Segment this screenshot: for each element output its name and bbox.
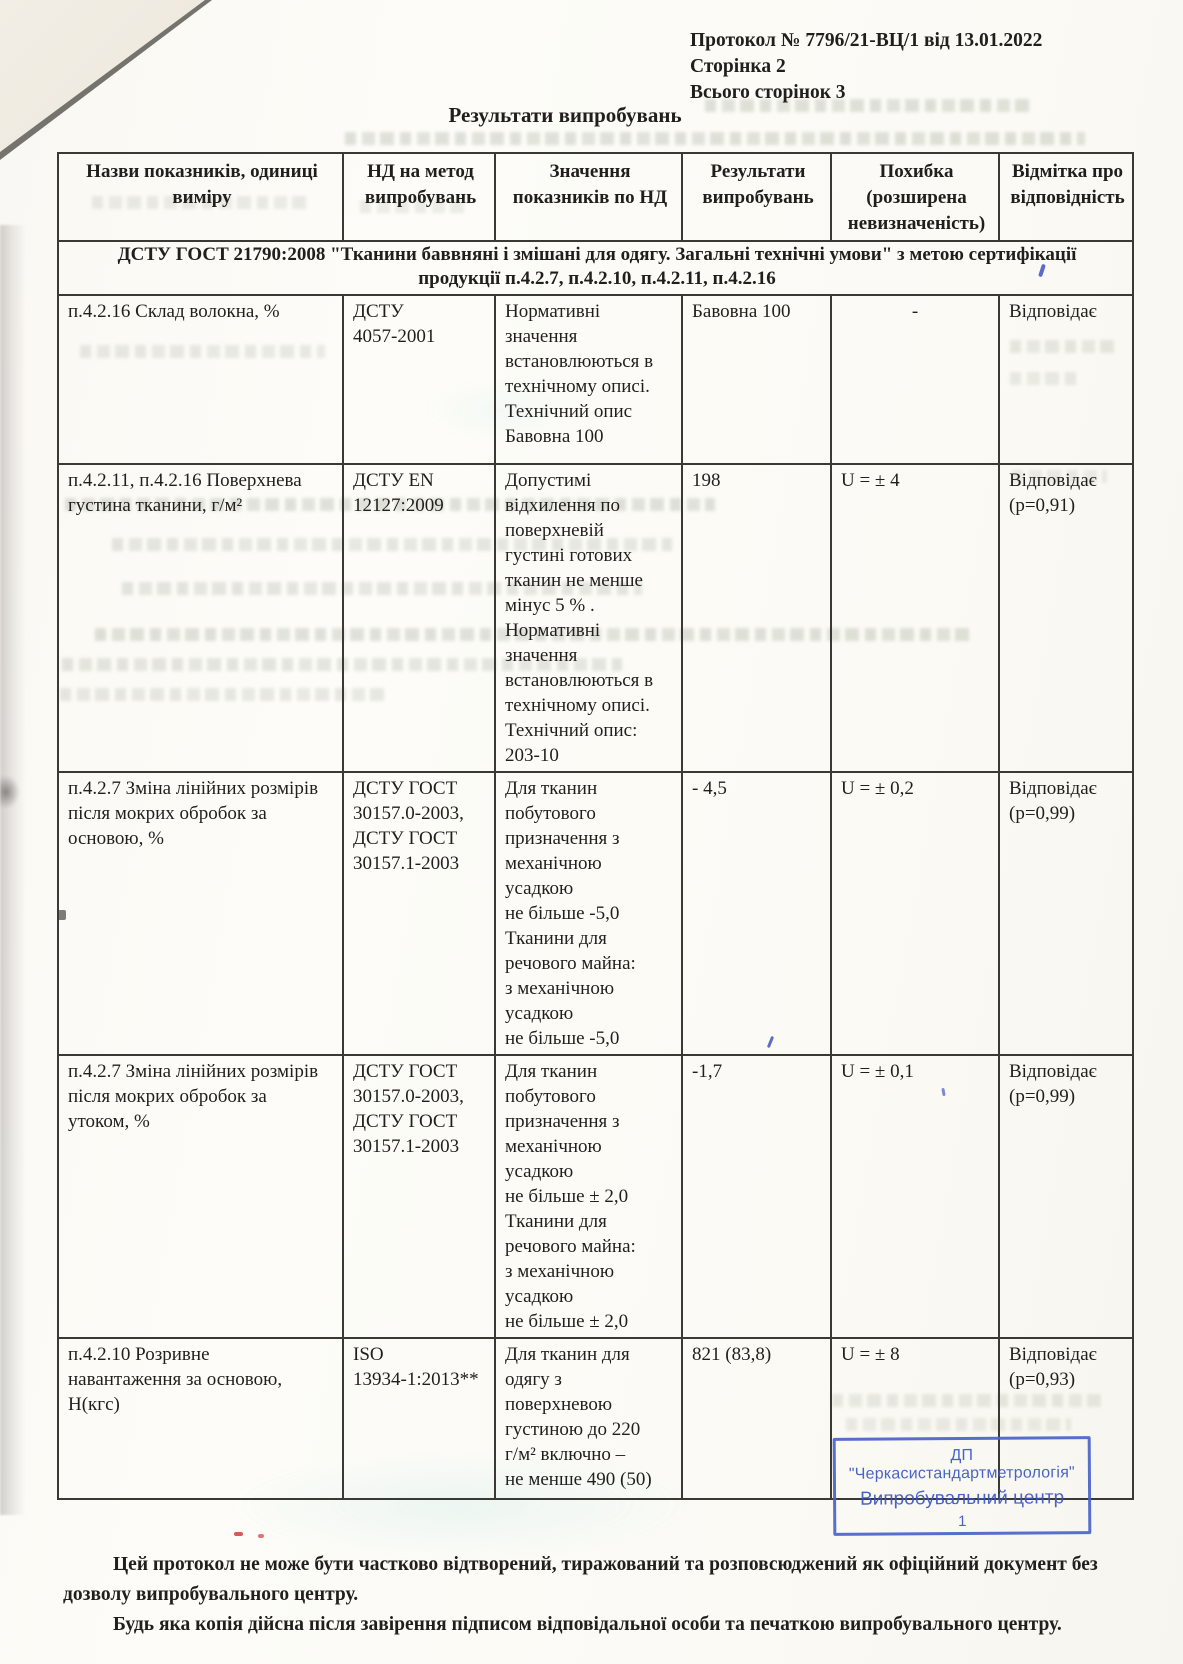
table-row: п.4.2.11, п.4.2.16 Поверхнева густина тк…: [57, 463, 1134, 773]
test-result-cell: 821 (83,8): [681, 1337, 832, 1500]
red-pen-speck: [258, 1534, 264, 1538]
results-title: Результати випробувань: [448, 103, 682, 127]
table-row: п.4.2.10 Розривне навантаження за осново…: [57, 1337, 1134, 1500]
uncertainty-cell: U = ± 8: [830, 1337, 1000, 1500]
column-header-uncertainty: Похибка (розширена невизначеність): [830, 152, 1000, 242]
method-standard-cell: ДСТУ ГОСТ 30157.0-2003, ДСТУ ГОСТ 30157.…: [342, 771, 496, 1056]
table-header-row: Назви показників, одиниці виміру НД на м…: [57, 152, 1134, 242]
nd-value-cell: Для тканин побутового призначення з меха…: [494, 771, 683, 1056]
nd-value-cell: Допустимі відхилення по поверхневій густ…: [494, 463, 683, 773]
nd-value-cell: Нормативні значення встановлюються в тех…: [494, 294, 683, 465]
method-standard-cell: ДСТУ EN 12127:2009: [342, 463, 496, 773]
column-header-nd-value: Значення показників по НД: [494, 152, 683, 242]
indicator-name-cell: п.4.2.11, п.4.2.16 Поверхнева густина тк…: [57, 463, 344, 773]
stamp-number: 1: [958, 1512, 967, 1531]
footer-note-2: Будь яка копія дійсна після завірення пі…: [113, 1614, 1062, 1635]
standard-scope-text: ДСТУ ГОСТ 21790:2008 "Тканини баввняні і…: [57, 240, 1134, 296]
indicator-name-cell: п.4.2.16 Склад волокна, %: [57, 294, 344, 465]
test-result-cell: - 4,5: [681, 771, 832, 1056]
results-table: Назви показників, одиниці виміру НД на м…: [57, 152, 1134, 1500]
test-result-cell: 198: [681, 463, 832, 773]
stamp-center-name: Випробувальний центр: [859, 1487, 1065, 1510]
test-result-cell: Бавовна 100: [681, 294, 832, 465]
ghost-bleed-through: [345, 132, 1085, 145]
total-pages-line: Всього сторінок 3: [690, 82, 846, 103]
table-row: п.4.2.16 Склад волокна, % ДСТУ 4057-2001…: [57, 294, 1134, 465]
method-standard-cell: ISO 13934-1:2013**: [342, 1337, 496, 1500]
column-header-indicator: Назви показників, одиниці виміру: [57, 152, 344, 242]
nd-value-cell: Для тканин для одягу з поверхневою густи…: [494, 1337, 683, 1500]
scan-streak-artifact: [0, 225, 26, 1515]
test-result-cell: -1,7: [681, 1054, 832, 1339]
conformity-mark-cell: Відповідає (р=0,99): [998, 771, 1134, 1056]
method-standard-cell: ДСТУ 4057-2001: [342, 294, 496, 465]
method-standard-cell: ДСТУ ГОСТ 30157.0-2003, ДСТУ ГОСТ 30157.…: [342, 1054, 496, 1339]
uncertainty-cell: U = ± 4: [830, 463, 1000, 773]
column-header-method: НД на метод випробувань: [342, 152, 496, 242]
scan-smudge-artifact: [0, 775, 20, 809]
protocol-number-line: Протокол № 7796/21-ВЦ/1 від 13.01.2022: [690, 30, 1043, 51]
page-number-line: Сторінка 2: [690, 56, 786, 77]
page-fold-artifact: [0, 0, 205, 152]
conformity-mark-cell: Відповідає (р=0,99): [998, 1054, 1134, 1339]
conformity-mark-cell: Відповідає (р=0,91): [998, 463, 1134, 773]
ghost-bleed-through: [705, 99, 1035, 112]
red-pen-speck: [234, 1532, 243, 1536]
column-header-result: Результати випробувань: [681, 152, 832, 242]
table-row: п.4.2.7 Зміна лінійних розмірів після мо…: [57, 771, 1134, 1056]
footer-note-1: Цей протокол не може бути частково відтв…: [63, 1554, 1098, 1605]
indicator-name-cell: п.4.2.7 Зміна лінійних розмірів після мо…: [57, 771, 344, 1056]
indicator-name-cell: п.4.2.10 Розривне навантаження за осново…: [57, 1337, 344, 1500]
protocol-header-block: Протокол № 7796/21-ВЦ/1 від 13.01.2022 С…: [690, 28, 1042, 106]
table-row: п.4.2.7 Зміна лінійних розмірів після мо…: [57, 1054, 1134, 1339]
nd-value-cell: Для тканин побутового призначення з меха…: [494, 1054, 683, 1339]
uncertainty-cell: U = ± 0,2: [830, 771, 1000, 1056]
footer-notes: Цей протокол не може бути частково відтв…: [63, 1550, 1143, 1640]
conformity-mark-cell: Відповідає (р=0,93): [998, 1337, 1134, 1500]
test-center-stamp: ДП "Черкасистандартметрологія" Випробува…: [832, 1436, 1092, 1536]
conformity-mark-cell: Відповідає: [998, 294, 1134, 465]
uncertainty-cell: -: [830, 294, 1000, 465]
stamp-org-name: ДП "Черкасистандартметрологія": [848, 1446, 1075, 1483]
uncertainty-cell: U = ± 0,1: [830, 1054, 1000, 1339]
indicator-name-cell: п.4.2.7 Зміна лінійних розмірів після мо…: [57, 1054, 344, 1339]
standard-scope-row: ДСТУ ГОСТ 21790:2008 "Тканини баввняні і…: [57, 240, 1134, 296]
column-header-conformity: Відмітка про відповідність: [998, 152, 1134, 242]
